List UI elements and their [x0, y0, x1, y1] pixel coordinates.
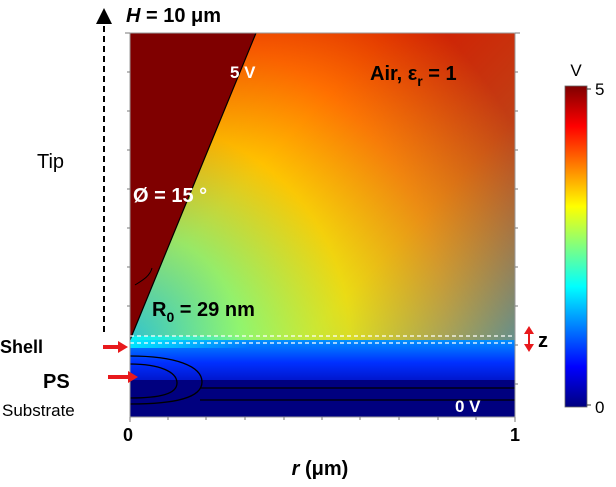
gap-glow [130, 336, 250, 348]
x-tick-1: 1 [510, 425, 520, 445]
gap-arrow-icon [524, 326, 534, 352]
colorbar-unit: V [570, 61, 582, 80]
ps-contour [130, 363, 178, 399]
medium-label: Air, εr = 1 [370, 63, 457, 89]
x-tick-0: 0 [123, 425, 133, 445]
shell-arrow-icon [118, 341, 128, 353]
potential-plot [130, 33, 515, 417]
gap-label: z [538, 330, 548, 352]
shell-label: Shell [0, 337, 43, 357]
x-axis-label: r (μm) [292, 458, 349, 480]
shell-contour [130, 355, 203, 405]
tip-radius-label: R0 = 29 nm [152, 299, 255, 325]
ps-arrow-icon [128, 371, 138, 383]
colorbar [564, 85, 588, 408]
axis-ticks [125, 32, 520, 422]
tip-edge-contour [130, 33, 257, 341]
tip-label: Tip [37, 151, 64, 173]
colorbar-tick-max: 5 [595, 80, 604, 99]
cone-angle-label: Ø = 15 ° [133, 185, 207, 207]
ps-label: PS [43, 371, 70, 393]
substrate-region [130, 380, 515, 417]
substrate-label: Substrate [2, 401, 75, 420]
colorbar-tick-min: 0 [595, 398, 604, 417]
angle-arc [134, 267, 153, 286]
ground-voltage-label: 0 V [455, 397, 481, 416]
height-label: H = 10 μm [126, 5, 221, 27]
tip-voltage-label: 5 V [230, 63, 256, 82]
